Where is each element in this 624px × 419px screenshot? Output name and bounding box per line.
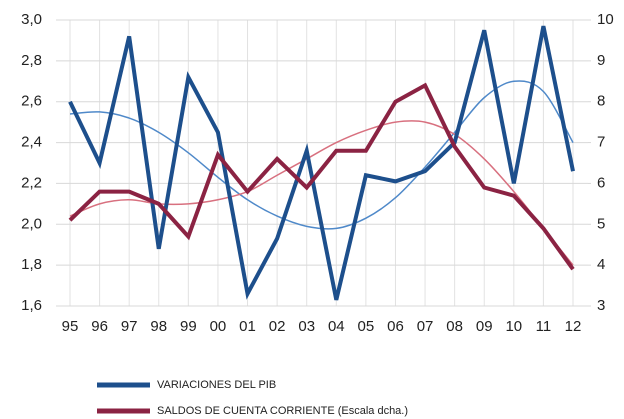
y2-tick-label: 10 — [597, 11, 614, 28]
series-line — [68, 82, 575, 271]
y2-tick-label: 3 — [597, 297, 605, 314]
y2-tick-label: 5 — [597, 215, 605, 232]
x-tick-label: 02 — [269, 318, 286, 335]
y2-tick-label: 6 — [597, 174, 605, 191]
x-tick-label: 08 — [446, 318, 463, 335]
x-tick-label: 05 — [358, 318, 375, 335]
y-tick-label: 2,8 — [21, 52, 42, 69]
x-tick-label: 04 — [328, 318, 345, 335]
x-tick-label: 96 — [91, 318, 108, 335]
y-tick-label: 2,2 — [21, 174, 42, 191]
x-tick-label: 99 — [180, 318, 197, 335]
x-tick-label: 12 — [565, 318, 582, 335]
x-tick-label: 06 — [387, 318, 404, 335]
x-tick-label: 00 — [210, 318, 227, 335]
y-tick-label: 1,6 — [21, 297, 42, 314]
x-tick-label: 11 — [536, 318, 552, 335]
y2-tick-label: 9 — [597, 52, 605, 69]
y-tick-label: 2,0 — [21, 215, 42, 232]
series-line — [68, 25, 575, 301]
x-tick-label: 03 — [298, 318, 315, 335]
legend-label: SALDOS DE CUENTA CORRIENTE (Escala dcha.… — [157, 405, 408, 417]
y2-tick-label: 4 — [597, 256, 605, 273]
x-tick-label: 07 — [417, 318, 434, 335]
x-tick-label: 97 — [121, 318, 138, 335]
x-tick-label: 95 — [62, 318, 79, 335]
legend-label: VARIACIONES DEL PIB — [157, 379, 276, 391]
y-tick-label: 1,8 — [21, 256, 42, 273]
y-tick-label: 2,4 — [21, 134, 42, 151]
y-tick-label: 3,0 — [21, 11, 42, 28]
y2-tick-label: 8 — [597, 93, 605, 110]
y2-tick-label: 7 — [597, 134, 605, 151]
x-tick-label: 09 — [476, 318, 493, 335]
x-tick-label: 10 — [505, 318, 522, 335]
x-tick-label: 98 — [150, 318, 167, 335]
y-tick-label: 2,6 — [21, 93, 42, 110]
x-tick-label: 01 — [239, 318, 256, 335]
